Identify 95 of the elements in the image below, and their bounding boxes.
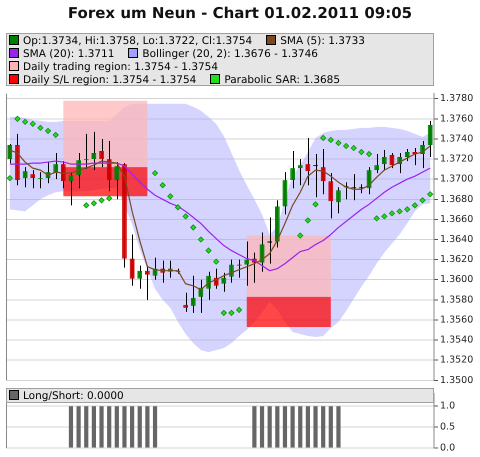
point <box>358 149 364 156</box>
candlestick <box>190 275 196 314</box>
legend-label: Daily trading region: 1.3754 - 1.3754 <box>23 61 218 73</box>
candlestick <box>306 137 310 186</box>
point <box>106 195 112 202</box>
y-tick-label: 1.3600 <box>440 274 474 286</box>
chart-title: Forex um Neun - Chart 01.02.2011 09:05 <box>66 4 414 22</box>
candlestick <box>221 272 226 292</box>
y-tick-label: 1.3660 <box>440 214 474 225</box>
candlestick <box>92 131 96 171</box>
y-tick-label: 1.3620 <box>440 254 474 266</box>
point <box>328 136 334 143</box>
candlestick <box>428 120 433 158</box>
point <box>374 215 380 222</box>
point <box>83 202 90 208</box>
y-tick-label: 1.0 <box>440 400 456 412</box>
point <box>206 248 212 254</box>
y-tick-label: 1.3520 <box>440 354 474 366</box>
y-tick-label: 1.3540 <box>440 334 474 346</box>
y-tick-label: 1.3700 <box>440 174 474 185</box>
legend-label: Op:1.3734, Hi:1.3758, Lo:1.3722, Cl:1.3754 <box>23 35 252 47</box>
point <box>45 128 52 134</box>
candlestick <box>229 259 234 284</box>
point <box>182 213 189 220</box>
candlestick <box>290 150 295 189</box>
candlestick <box>137 265 142 290</box>
point <box>304 217 311 224</box>
point <box>198 236 204 243</box>
point <box>220 310 227 316</box>
candlestick <box>298 158 303 186</box>
candlestick <box>374 154 380 174</box>
legend-label: Parabolic SAR: 1.3685 <box>224 74 340 86</box>
point <box>213 258 220 265</box>
y-tick-label: 1.3580 <box>440 294 474 306</box>
y-tick-label: 0.0 <box>440 442 456 454</box>
point <box>427 191 434 198</box>
point <box>343 142 350 149</box>
point <box>320 134 326 141</box>
y-tick-label: 1.3500 <box>440 374 474 386</box>
candlestick <box>390 152 394 169</box>
legend-label: Long/Short: 0.0000 <box>23 390 124 402</box>
y-tick-label: 1.3740 <box>440 133 474 144</box>
y-tick-label: 1.3640 <box>440 234 474 245</box>
point <box>388 210 395 216</box>
y-tick-label: 1.3680 <box>440 194 474 205</box>
point <box>37 124 44 131</box>
y-tick-label: 1.3780 <box>440 93 474 104</box>
y-tick-label: 1.3560 <box>440 314 474 326</box>
point <box>90 200 97 206</box>
candlestick <box>404 148 410 162</box>
candlestick <box>183 292 188 312</box>
point <box>160 182 166 188</box>
point <box>335 140 342 146</box>
candlestick <box>22 166 28 188</box>
point <box>6 175 13 182</box>
y-tick-label: 0.5 <box>440 422 456 433</box>
point <box>152 170 158 176</box>
candlestick <box>114 162 120 200</box>
candlestick <box>130 234 134 286</box>
candlestick <box>382 150 387 171</box>
candlestick <box>260 232 264 272</box>
point <box>404 206 410 212</box>
candlestick <box>328 172 334 219</box>
candlestick <box>145 265 150 300</box>
candlestick <box>244 241 250 286</box>
point <box>14 116 20 122</box>
point <box>174 204 181 210</box>
point <box>420 197 426 204</box>
point <box>350 145 357 152</box>
point <box>167 193 174 200</box>
candlestick <box>68 172 74 206</box>
point <box>297 232 304 238</box>
point <box>366 151 372 158</box>
candlestick <box>99 138 104 168</box>
point <box>52 132 59 138</box>
point <box>381 213 388 220</box>
legend-label: SMA (5): 1.3733 <box>280 35 365 47</box>
point <box>98 197 105 204</box>
candlestick <box>30 170 36 189</box>
point <box>396 208 403 214</box>
y-tick-label: 1.3760 <box>440 113 474 124</box>
candlestick <box>267 216 272 264</box>
point <box>190 224 196 230</box>
y-tick-label: 1.3720 <box>440 154 474 165</box>
point <box>228 310 234 316</box>
point <box>236 306 242 313</box>
candlestick <box>366 166 372 195</box>
legend-label: Bollinger (20, 2): 1.3676 - 1.3746 <box>142 48 318 60</box>
candlestick <box>336 186 341 214</box>
point <box>22 118 28 125</box>
point <box>30 120 36 127</box>
legend-label: Daily S/L region: 1.3754 - 1.3754 <box>23 74 196 86</box>
point <box>312 201 319 208</box>
legend-label: SMA (20): 1.3711 <box>23 48 114 60</box>
point <box>412 202 418 208</box>
